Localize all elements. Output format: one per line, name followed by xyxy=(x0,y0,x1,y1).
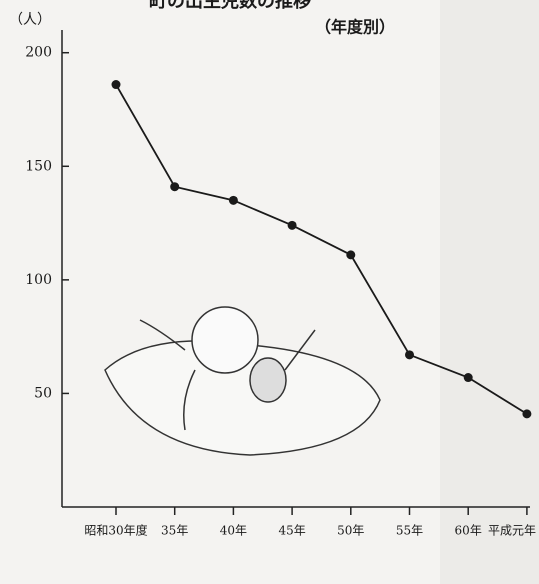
point xyxy=(287,220,297,230)
x-tick-label: 45年 xyxy=(278,524,305,538)
point xyxy=(463,373,473,383)
point xyxy=(170,182,180,192)
x-tick-label: 40年 xyxy=(220,524,247,538)
x-tick-label: 35年 xyxy=(161,524,188,538)
chart-subtitle: （年度別） xyxy=(315,18,395,37)
x-tick-label: 平成元年 xyxy=(488,524,536,538)
page-edge xyxy=(440,0,539,584)
y-tick-label: 50 xyxy=(34,385,52,401)
point xyxy=(111,80,121,90)
x-tick-label: 55年 xyxy=(396,524,423,538)
y-tick-label: 100 xyxy=(25,272,52,288)
y-tick-label: 150 xyxy=(25,158,52,174)
illustration xyxy=(104,306,381,456)
x-tick-label: 昭和30年度 xyxy=(84,523,147,538)
y-tick-label: 200 xyxy=(25,45,52,61)
y-axis-label: （人） xyxy=(9,12,51,28)
x-tick-label: 60年 xyxy=(455,524,482,538)
chart-title: 町の出生児数の推移 xyxy=(149,0,311,12)
x-tick-label: 50年 xyxy=(337,524,364,538)
point xyxy=(405,350,414,360)
point xyxy=(346,250,356,260)
point xyxy=(522,409,532,419)
line xyxy=(115,84,528,415)
point xyxy=(228,195,238,205)
